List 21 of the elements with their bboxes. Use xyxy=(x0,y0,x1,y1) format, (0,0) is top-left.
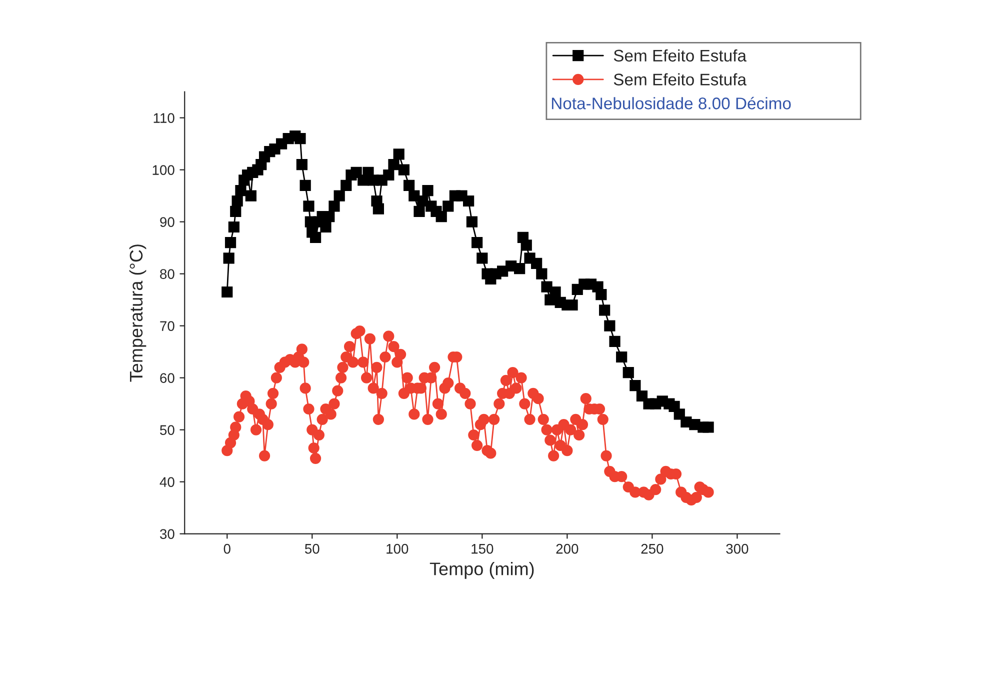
y-tick-label: 110 xyxy=(154,113,174,123)
y-tick-label: 40 xyxy=(160,477,174,487)
x-tick-label: 150 xyxy=(472,544,494,554)
x-tick-label: 300 xyxy=(726,544,748,554)
legend-label: Sem Efeito Estufa xyxy=(614,73,747,86)
y-tick-label: 50 xyxy=(160,425,174,435)
y-tick-label: 100 xyxy=(152,165,174,175)
x-tick-label: 200 xyxy=(556,544,578,554)
x-axis-title: Tempo (mim) xyxy=(430,562,534,579)
y-tick-label: 90 xyxy=(160,217,174,227)
x-tick-label: 250 xyxy=(641,544,664,554)
legend-label: Sem Efeito Estufa xyxy=(614,49,747,62)
x-tick-label: 50 xyxy=(304,544,320,554)
annotation: Nota-Nebulosidade 8.00 Décimo xyxy=(552,96,791,110)
y-tick-label: 30 xyxy=(160,529,174,539)
x-tick-label: 0 xyxy=(224,544,230,554)
y-axis-title: Temperatura (°C) xyxy=(129,244,146,382)
y-tick-label: 80 xyxy=(160,269,174,279)
x-tick-label: 100 xyxy=(386,544,408,554)
y-tick-label: 70 xyxy=(160,321,174,331)
y-tick-label: 60 xyxy=(160,373,174,383)
